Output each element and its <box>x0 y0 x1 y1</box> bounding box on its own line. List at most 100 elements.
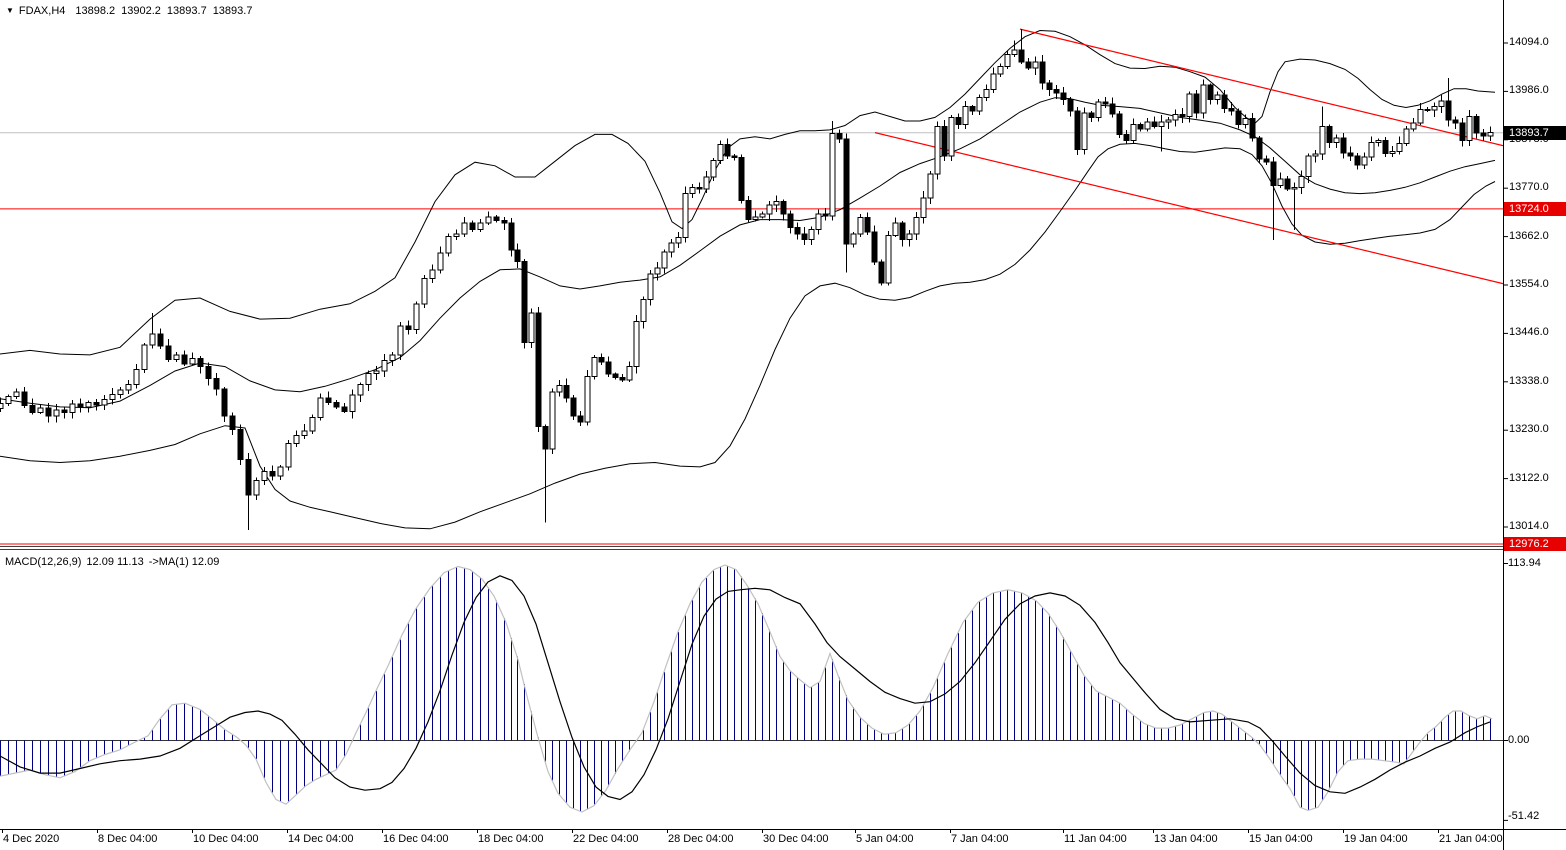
candle-body <box>528 312 535 343</box>
candle-body <box>101 399 108 406</box>
candle-body <box>461 222 468 235</box>
candle-body <box>584 375 591 423</box>
candle-body <box>1074 110 1081 151</box>
candle-body <box>598 357 605 363</box>
symbol-header: ▼ FDAX,H4 13898.2 13902.2 13893.7 13893.7 <box>6 5 258 17</box>
price-axis-label: 13338.0 <box>1509 374 1549 387</box>
candle-body <box>93 401 100 406</box>
time-axis-label: 8 Dec 04:00 <box>98 833 158 845</box>
candle-body <box>309 417 316 432</box>
candle-body <box>1424 108 1431 111</box>
candle-body <box>661 251 668 269</box>
candle-body <box>815 213 822 230</box>
candle-body <box>1214 94 1221 100</box>
candle-body <box>181 354 188 365</box>
time-axis-label: 19 Jan 04:00 <box>1344 833 1408 845</box>
candle-body <box>1032 61 1039 69</box>
indicator-values: 12.09 11.13 <box>86 556 144 568</box>
price-axis-label: 13122.0 <box>1509 471 1549 484</box>
candle-body <box>1053 89 1060 94</box>
candle-body <box>381 360 388 372</box>
candle-body <box>1305 155 1312 178</box>
candle-body <box>794 227 801 235</box>
candle-body <box>787 213 794 229</box>
macd-signal-line <box>0 575 1491 801</box>
candle-body <box>357 383 364 396</box>
time-axis-label: 16 Dec 04:00 <box>383 833 449 845</box>
candle-body <box>1004 54 1011 67</box>
candle-body <box>619 376 626 381</box>
main-panel[interactable] <box>0 28 1503 545</box>
candle-body <box>197 357 204 368</box>
candle-body <box>389 354 396 362</box>
candle-body <box>165 345 172 360</box>
candle-body <box>759 213 766 218</box>
trendline-2[interactable] <box>874 132 1503 285</box>
time-axis-label: 21 Jan 04:00 <box>1439 833 1503 845</box>
candle-body <box>277 466 284 477</box>
time-axis-label: 14 Dec 04:00 <box>288 833 354 845</box>
candle-body <box>626 366 633 381</box>
candle-body <box>421 278 428 305</box>
candle-body <box>1480 132 1487 137</box>
current-price-tag: 13893.7 <box>1504 125 1566 140</box>
candle-body <box>117 389 124 395</box>
candle-body <box>229 415 236 430</box>
trendline-1[interactable] <box>1019 28 1503 147</box>
candle-body <box>29 405 36 413</box>
candle-body <box>1256 137 1263 160</box>
time-axis-label: 13 Jan 04:00 <box>1154 833 1218 845</box>
candle-body <box>710 159 717 178</box>
time-axis-label: 5 Jan 04:00 <box>856 833 914 845</box>
candle-body <box>317 397 324 419</box>
candle-body <box>1130 124 1137 142</box>
candle-body <box>1144 121 1151 130</box>
candle-body <box>125 383 132 391</box>
candle-body <box>53 409 60 417</box>
time-axis-label: 11 Jan 04:00 <box>1064 833 1127 845</box>
candle-body <box>85 401 92 408</box>
candle-body <box>829 133 836 217</box>
candle-body <box>850 233 857 245</box>
candle-body <box>969 106 976 112</box>
candle-body <box>913 216 920 235</box>
candle-body <box>1326 125 1333 143</box>
candle-body <box>1375 140 1382 143</box>
candle-body <box>976 97 983 112</box>
candle-body <box>341 406 348 412</box>
candle-body <box>1389 150 1396 155</box>
time-axis-label: 10 Dec 04:00 <box>193 833 259 845</box>
candle-body <box>349 394 356 412</box>
candle-body <box>45 407 52 417</box>
candle-body <box>948 116 955 157</box>
candle-body <box>570 397 577 417</box>
candle-body <box>591 357 598 377</box>
candle-body <box>556 384 563 393</box>
candle-body <box>878 261 885 284</box>
alert-price-tag: 13724.0 <box>1504 201 1566 216</box>
candle-body <box>1452 119 1459 124</box>
lower-price-tag: 12976.2 <box>1504 536 1566 551</box>
macd-panel[interactable] <box>0 564 1503 813</box>
candle-body <box>1046 82 1053 91</box>
candle-body <box>285 443 292 468</box>
candle-body <box>149 333 156 346</box>
time-axis-label: 22 Dec 04:00 <box>573 833 639 845</box>
candle-body <box>962 106 969 126</box>
candle-body <box>1039 61 1046 84</box>
time-axis-label: 4 Dec 2020 <box>3 833 60 845</box>
candle-body <box>535 312 542 428</box>
price-axis-label: 13770.0 <box>1509 181 1549 194</box>
candle-body <box>514 249 521 263</box>
candle-body <box>221 388 228 417</box>
candle-body <box>1095 101 1102 118</box>
symbol-dropdown-icon[interactable]: ▼ <box>6 6 14 15</box>
candle-body <box>453 233 460 238</box>
candle-body <box>724 143 731 157</box>
candle-body <box>780 201 787 215</box>
candle-body <box>429 269 436 280</box>
candle-body <box>213 378 220 390</box>
candle-body <box>843 138 850 245</box>
